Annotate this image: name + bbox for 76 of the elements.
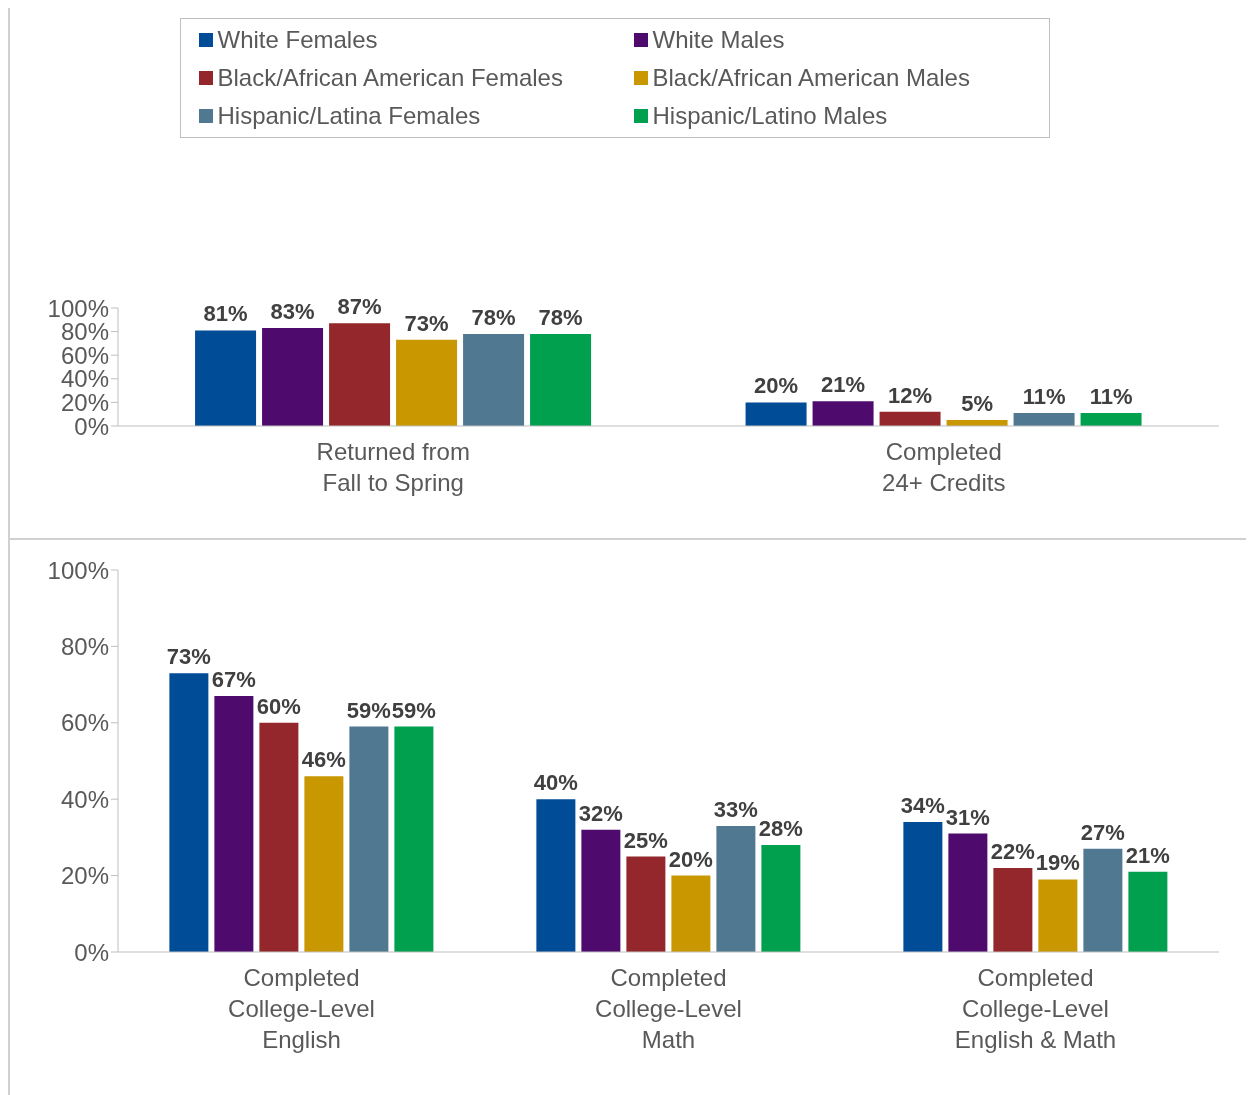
data-label: 73% xyxy=(404,310,449,336)
legend-label: White Females xyxy=(217,25,378,55)
data-label: 83% xyxy=(270,299,315,325)
data-label: 81% xyxy=(203,301,248,327)
legend-label: Hispanic/Latina Females xyxy=(217,101,481,131)
bar xyxy=(1128,871,1168,952)
bar xyxy=(396,339,458,426)
data-label: 46% xyxy=(301,747,346,773)
legend-label: Black/African American Males xyxy=(652,63,970,93)
bar xyxy=(1083,848,1123,952)
data-label: 22% xyxy=(990,838,1035,864)
data-label: 5% xyxy=(961,391,993,417)
bar xyxy=(349,726,389,952)
data-label: 20% xyxy=(754,373,799,399)
bar xyxy=(948,833,988,952)
data-label: 59% xyxy=(346,697,391,723)
data-label: 31% xyxy=(945,804,990,830)
bar xyxy=(581,829,621,952)
bar xyxy=(530,333,592,426)
data-label: 32% xyxy=(578,800,623,826)
data-label: 25% xyxy=(623,827,668,853)
y-tick-label: 40% xyxy=(60,785,109,813)
bar xyxy=(536,799,576,952)
data-label: 28% xyxy=(758,816,803,842)
bar xyxy=(761,845,801,952)
y-tick-label: 60% xyxy=(60,709,109,737)
x-tick-label: Returned from Fall to Spring xyxy=(316,438,470,496)
y-tick-label: 20% xyxy=(60,862,109,890)
data-label: 11% xyxy=(1022,384,1066,410)
data-label: 21% xyxy=(821,372,866,398)
bar xyxy=(329,323,391,426)
data-label: 40% xyxy=(533,770,578,796)
data-label: 73% xyxy=(166,644,211,670)
legend-label: Black/African American Females xyxy=(217,63,563,93)
bar xyxy=(463,333,525,426)
y-tick-label: 80% xyxy=(60,632,109,660)
data-label: 59% xyxy=(391,697,436,723)
bar xyxy=(812,401,874,426)
x-tick-label: Completed College-Level English xyxy=(228,964,375,1053)
x-tick-label: Completed College-Level English & Math xyxy=(954,964,1117,1053)
bar xyxy=(169,673,209,952)
bar xyxy=(1080,413,1142,426)
data-label: 11% xyxy=(1089,384,1133,410)
bar xyxy=(259,722,299,952)
data-label: 60% xyxy=(256,693,301,719)
bar xyxy=(626,856,666,952)
data-label: 78% xyxy=(538,304,583,330)
bar xyxy=(394,726,434,952)
legend-label: White Males xyxy=(652,25,785,55)
data-label: 12% xyxy=(888,382,933,408)
bar xyxy=(304,776,344,952)
y-tick-label: 0% xyxy=(74,938,109,966)
bar xyxy=(195,330,257,426)
bar xyxy=(1038,879,1078,952)
data-label: 67% xyxy=(211,667,256,693)
x-tick-label: Completed College-Level Math xyxy=(595,964,742,1053)
bar xyxy=(879,411,941,426)
legend-label: Hispanic/Latino Males xyxy=(652,101,888,131)
bar xyxy=(1013,413,1075,426)
bar xyxy=(716,825,756,952)
data-label: 21% xyxy=(1125,842,1170,868)
data-label: 78% xyxy=(471,304,516,330)
bar xyxy=(262,328,324,426)
data-label: 33% xyxy=(713,796,758,822)
bar xyxy=(745,402,807,426)
bar xyxy=(903,822,943,952)
y-tick-label: 100% xyxy=(47,556,109,584)
bar xyxy=(671,875,711,952)
bar xyxy=(993,867,1033,952)
data-label: 27% xyxy=(1080,819,1125,845)
data-label: 87% xyxy=(337,294,382,320)
bar xyxy=(214,696,254,952)
data-label: 19% xyxy=(1035,850,1080,876)
data-label: 34% xyxy=(900,793,945,819)
data-label: 20% xyxy=(668,846,713,872)
x-tick-label: Completed 24+ Credits xyxy=(882,438,1006,496)
